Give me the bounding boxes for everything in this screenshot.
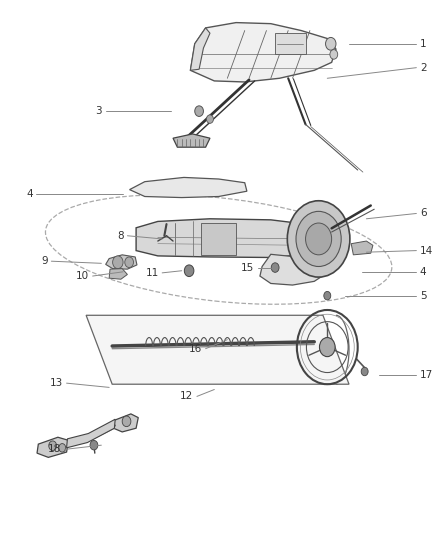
Text: 6: 6 — [420, 208, 427, 219]
Text: 3: 3 — [95, 106, 102, 116]
Circle shape — [49, 441, 57, 450]
Text: 9: 9 — [41, 256, 48, 266]
Polygon shape — [37, 437, 69, 457]
Polygon shape — [191, 22, 336, 82]
Text: 14: 14 — [420, 246, 433, 256]
Polygon shape — [130, 177, 247, 198]
Circle shape — [319, 337, 335, 357]
Circle shape — [287, 201, 350, 277]
Polygon shape — [275, 33, 306, 54]
Text: 1: 1 — [420, 39, 427, 49]
Text: 10: 10 — [76, 271, 89, 281]
Circle shape — [325, 37, 336, 50]
Circle shape — [125, 257, 134, 268]
Circle shape — [122, 416, 131, 426]
Text: 17: 17 — [420, 370, 433, 380]
Text: 8: 8 — [117, 231, 124, 241]
Polygon shape — [173, 134, 210, 147]
Text: 15: 15 — [241, 263, 254, 272]
Circle shape — [59, 443, 66, 452]
Text: 16: 16 — [189, 344, 202, 354]
Text: 13: 13 — [50, 378, 63, 388]
Circle shape — [306, 223, 332, 255]
Polygon shape — [201, 223, 236, 255]
Polygon shape — [260, 254, 327, 285]
Circle shape — [330, 50, 338, 59]
Polygon shape — [136, 219, 340, 257]
Circle shape — [113, 256, 123, 269]
Text: 12: 12 — [180, 391, 194, 401]
Polygon shape — [67, 419, 115, 448]
Polygon shape — [351, 241, 373, 255]
Polygon shape — [86, 316, 349, 384]
Circle shape — [296, 212, 341, 266]
Text: 11: 11 — [145, 268, 159, 278]
Text: 2: 2 — [420, 63, 427, 72]
Polygon shape — [109, 269, 127, 279]
Circle shape — [184, 265, 194, 277]
Circle shape — [90, 440, 98, 450]
Text: 4: 4 — [26, 189, 33, 199]
Text: 18: 18 — [48, 445, 61, 455]
Text: 5: 5 — [420, 290, 427, 301]
Polygon shape — [106, 255, 137, 269]
Circle shape — [271, 263, 279, 272]
Circle shape — [195, 106, 203, 116]
Polygon shape — [191, 28, 210, 70]
Circle shape — [206, 115, 213, 123]
Text: 4: 4 — [420, 267, 427, 277]
Polygon shape — [113, 414, 138, 432]
Circle shape — [324, 292, 331, 300]
Circle shape — [361, 367, 368, 376]
